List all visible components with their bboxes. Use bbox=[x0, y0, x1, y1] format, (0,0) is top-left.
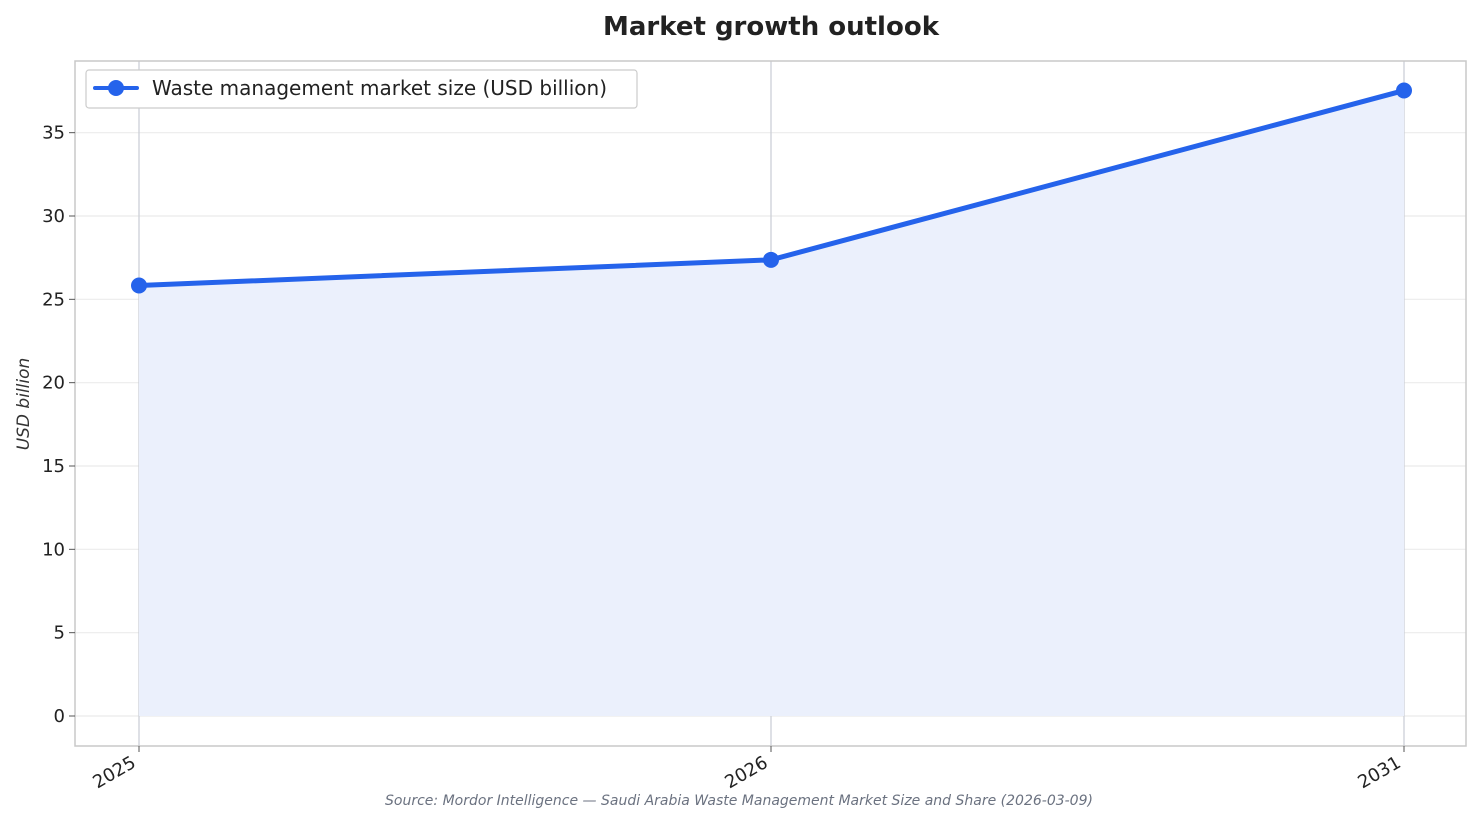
area-fill bbox=[139, 90, 1404, 716]
y-tick-label-35: 35 bbox=[42, 123, 65, 144]
legend: Waste management market size (USD billio… bbox=[85, 69, 638, 109]
source-note: Source: Mordor Intelligence — Saudi Arab… bbox=[385, 793, 1093, 809]
y-tick-label-10: 10 bbox=[42, 539, 65, 560]
y-tick-label-30: 30 bbox=[42, 206, 65, 227]
legend-box bbox=[85, 69, 638, 109]
y-tick-label-0: 0 bbox=[54, 706, 65, 727]
y-tick-labels: 0 5 10 15 20 25 30 35 bbox=[42, 123, 75, 727]
y-tick-label-20: 20 bbox=[42, 373, 65, 394]
data-point-2026 bbox=[763, 251, 779, 268]
area-layer bbox=[139, 90, 1404, 716]
chart-title: Market growth outlook bbox=[603, 12, 940, 42]
legend-marker bbox=[108, 80, 124, 96]
legend-label: Waste management market size (USD billio… bbox=[152, 76, 607, 100]
point-layer bbox=[131, 82, 1412, 294]
y-tick-label-5: 5 bbox=[54, 623, 65, 644]
y-tick-label-15: 15 bbox=[42, 456, 65, 477]
y-tick-label-25: 25 bbox=[42, 289, 65, 310]
y-axis-label: USD billion bbox=[14, 358, 34, 451]
data-point-2025 bbox=[131, 277, 147, 294]
data-point-2031 bbox=[1396, 82, 1412, 99]
